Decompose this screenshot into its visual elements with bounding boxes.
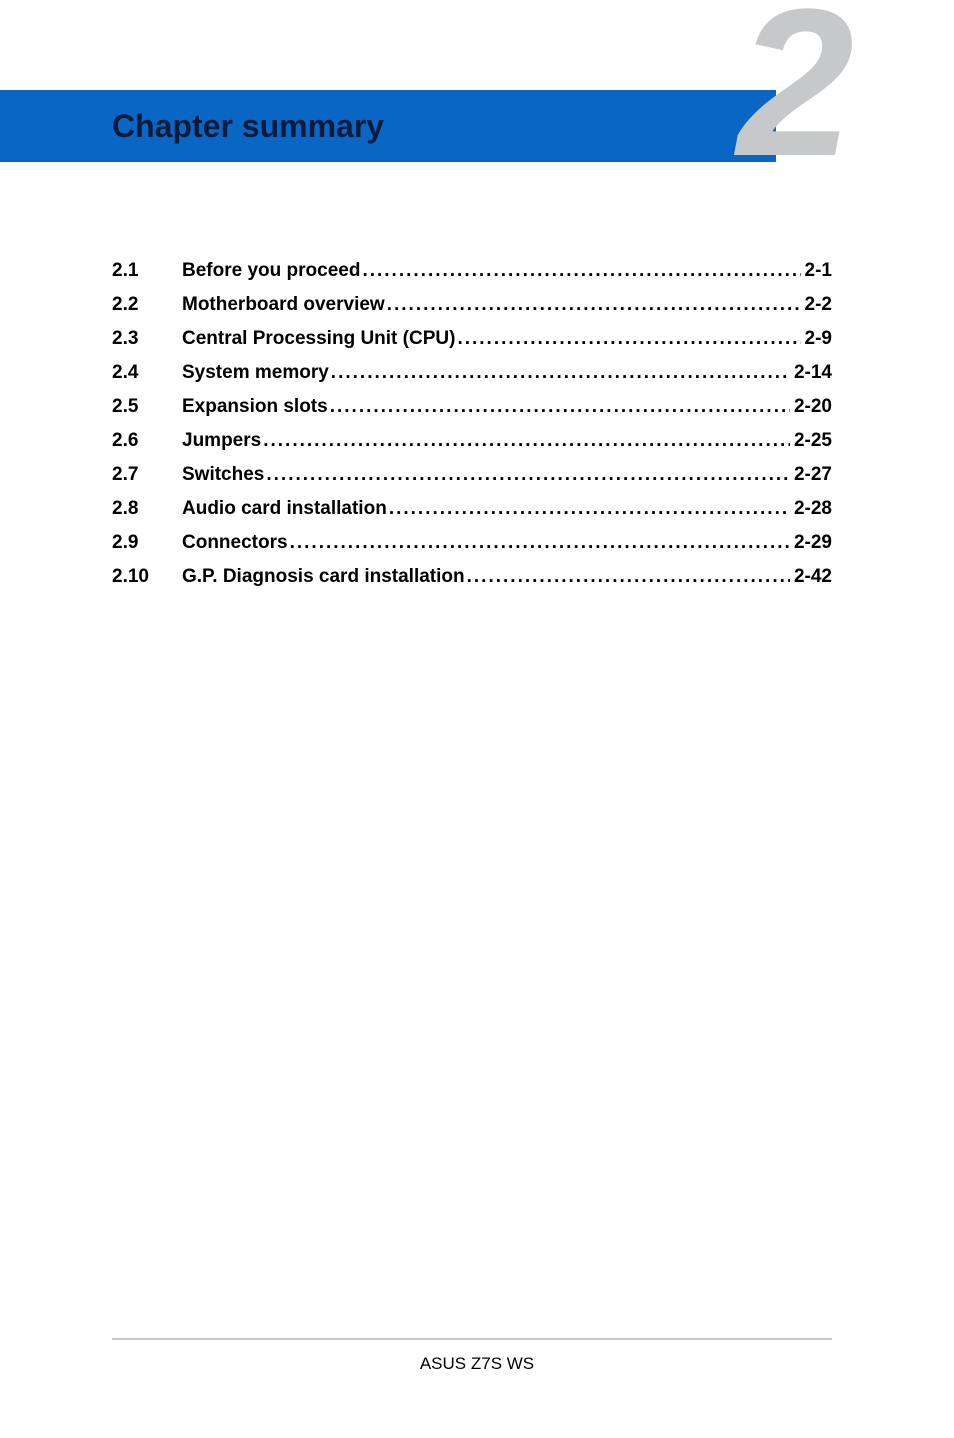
page: Chapter summary 2 2.1 Before you proceed…: [0, 0, 954, 1438]
toc-leader-dots: [360, 260, 800, 282]
toc-entry-title: G.P. Diagnosis card installation: [182, 566, 465, 588]
toc-leader-dots: [261, 430, 790, 452]
footer-text: ASUS Z7S WS: [0, 1354, 954, 1374]
toc-entry-number: 2.7: [112, 464, 182, 486]
toc-entry-number: 2.4: [112, 362, 182, 384]
toc-leader-dots: [328, 396, 790, 418]
toc-entry: 2.3 Central Processing Unit (CPU) 2-9: [112, 328, 832, 350]
toc-entry-title: Connectors: [182, 532, 288, 554]
toc-entry-page: 2-25: [790, 430, 832, 452]
toc-entry: 2.10 G.P. Diagnosis card installation 2-…: [112, 566, 832, 588]
toc-entry: 2.7 Switches 2-27: [112, 464, 832, 486]
toc-entry-title: System memory: [182, 362, 329, 384]
toc-leader-dots: [329, 362, 790, 384]
toc-entry-number: 2.3: [112, 328, 182, 350]
toc-entry: 2.2 Motherboard overview 2-2: [112, 294, 832, 316]
toc-entry-title: Expansion slots: [182, 396, 328, 418]
chapter-number: 2: [737, 0, 846, 188]
toc-entry-page: 2-42: [790, 566, 832, 588]
toc-entry-number: 2.1: [112, 260, 182, 282]
toc-entry: 2.5 Expansion slots 2-20: [112, 396, 832, 418]
toc-entry-page: 2-28: [790, 498, 832, 520]
chapter-banner-title: Chapter summary: [112, 108, 384, 145]
footer-divider: [112, 1338, 832, 1340]
toc-entry-title: Jumpers: [182, 430, 261, 452]
toc-leader-dots: [385, 294, 801, 316]
toc-entry-number: 2.2: [112, 294, 182, 316]
toc-leader-dots: [465, 566, 790, 588]
table-of-contents: 2.1 Before you proceed 2-1 2.2 Motherboa…: [112, 260, 832, 600]
toc-entry-page: 2-27: [790, 464, 832, 486]
toc-entry-page: 2-2: [801, 294, 832, 316]
toc-entry-title: Before you proceed: [182, 260, 360, 282]
toc-leader-dots: [264, 464, 790, 486]
toc-entry-title: Switches: [182, 464, 264, 486]
toc-entry: 2.4 System memory 2-14: [112, 362, 832, 384]
toc-leader-dots: [288, 532, 790, 554]
toc-entry-page: 2-14: [790, 362, 832, 384]
toc-entry-title: Central Processing Unit (CPU): [182, 328, 455, 350]
toc-entry-number: 2.8: [112, 498, 182, 520]
toc-entry-title: Motherboard overview: [182, 294, 385, 316]
toc-entry: 2.6 Jumpers 2-25: [112, 430, 832, 452]
toc-leader-dots: [455, 328, 800, 350]
toc-entry-number: 2.9: [112, 532, 182, 554]
toc-entry-page: 2-29: [790, 532, 832, 554]
toc-entry-page: 2-1: [801, 260, 832, 282]
toc-entry-number: 2.5: [112, 396, 182, 418]
toc-entry-number: 2.6: [112, 430, 182, 452]
toc-leader-dots: [387, 498, 790, 520]
toc-entry-number: 2.10: [112, 566, 182, 588]
toc-entry: 2.8 Audio card installation 2-28: [112, 498, 832, 520]
chapter-banner: Chapter summary: [0, 90, 776, 162]
toc-entry-page: 2-20: [790, 396, 832, 418]
toc-entry: 2.1 Before you proceed 2-1: [112, 260, 832, 282]
toc-entry-page: 2-9: [801, 328, 832, 350]
toc-entry-title: Audio card installation: [182, 498, 387, 520]
toc-entry: 2.9 Connectors 2-29: [112, 532, 832, 554]
